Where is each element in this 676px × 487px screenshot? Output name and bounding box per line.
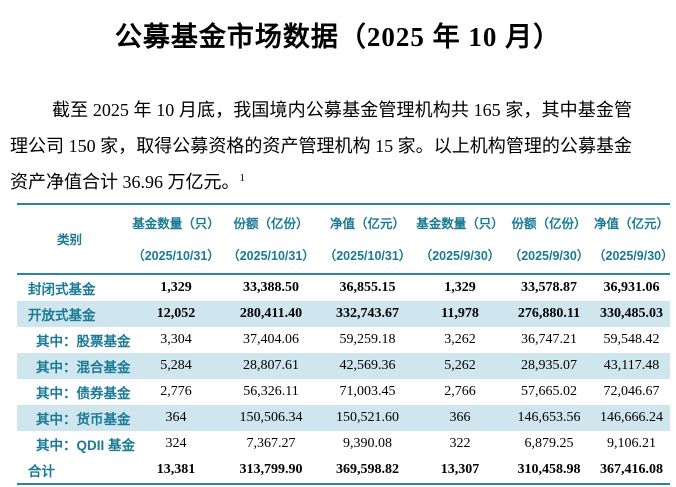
cell-value: 276,880.11	[517, 306, 581, 321]
table-row-qdii-funds: 其中：QDII 基金 324 7,367.27 9,390.08 322 6,8…	[17, 431, 670, 457]
column-header-category: 类别	[17, 204, 130, 274]
table-row-closed-end: 封闭式基金 1,329 33,388.50 36,855.15 1,329 33…	[17, 274, 670, 301]
cell-value: 367,416.08	[600, 462, 663, 477]
column-label: 净值（亿元）	[593, 217, 669, 231]
cell-value: 280,411.40	[239, 306, 303, 321]
table-body: 封闭式基金 1,329 33,388.50 36,855.15 1,329 33…	[17, 274, 670, 484]
cell-value: 310,458.98	[517, 462, 581, 477]
cell-value: 7,367.27	[246, 436, 296, 451]
cell-value: 36,747.21	[521, 332, 577, 347]
intro-text: 截至 2025 年 10 月底，我国境内公募基金管理机构共 165 家，其中基金…	[10, 100, 632, 192]
cell-value: 42,569.36	[339, 358, 396, 373]
cell-value: 150,506.34	[239, 410, 303, 425]
cell-value: 72,046.67	[603, 384, 660, 399]
cell-value: 36,931.06	[603, 280, 660, 295]
cell-value: 146,666.24	[600, 410, 663, 425]
intro-paragraph: 截至 2025 年 10 月底，我国境内公募基金管理机构共 165 家，其中基金…	[10, 92, 632, 200]
table-row-stock-funds: 其中：股票基金 3,304 37,404.06 59,259.18 3,262 …	[17, 327, 670, 353]
column-label: 类别	[57, 233, 83, 247]
column-label: 基金数量（只）	[132, 217, 220, 231]
cell-value: 9,106.21	[607, 436, 656, 451]
cell-value: 5,262	[444, 358, 476, 373]
cell-value: 11,978	[441, 306, 479, 321]
column-header-count-oct: 基金数量（只） （2025/10/31）	[130, 204, 222, 274]
column-date: （2025/10/31）	[227, 249, 315, 263]
column-label: 基金数量（只）	[416, 217, 504, 231]
cell-value: 1,329	[160, 280, 192, 295]
column-label: 份额（亿份）	[233, 217, 309, 231]
cell-value: 150,521.60	[336, 410, 399, 425]
row-label: 其中：QDII 基金	[36, 438, 136, 453]
cell-value: 5,284	[160, 358, 192, 373]
cell-value: 36,855.15	[339, 280, 396, 295]
column-header-nav-oct: 净值（亿元） （2025/10/31）	[320, 204, 415, 274]
cell-value: 13,307	[440, 462, 480, 477]
column-header-shares-sep: 份额（亿份） （2025/9/30）	[505, 204, 593, 274]
table-row-bond-funds: 其中：债券基金 2,776 56,326.11 71,003.45 2,766 …	[17, 379, 670, 405]
row-label: 其中：混合基金	[36, 360, 131, 375]
column-date: （2025/9/30）	[593, 249, 674, 263]
cell-value: 2,766	[444, 384, 476, 399]
cell-value: 59,259.18	[339, 332, 396, 347]
column-date: （2025/9/30）	[508, 249, 590, 263]
column-header-shares-oct: 份额（亿份） （2025/10/31）	[222, 204, 320, 274]
cell-value: 369,598.82	[336, 462, 399, 477]
cell-value: 56,326.11	[243, 384, 299, 399]
cell-value: 146,653.56	[517, 410, 581, 425]
cell-value: 28,807.61	[243, 358, 299, 373]
cell-value: 57,665.02	[521, 384, 577, 399]
fund-data-table: 类别 基金数量（只） （2025/10/31） 份额（亿份） （2025/10/…	[17, 203, 674, 485]
column-header-count-sep: 基金数量（只） （2025/9/30）	[415, 204, 505, 274]
cell-value: 3,304	[160, 332, 192, 347]
row-label: 合计	[28, 464, 55, 479]
column-label: 份额（亿份）	[511, 217, 587, 231]
cell-value: 33,578.87	[521, 280, 577, 295]
cell-value: 37,404.06	[243, 332, 299, 347]
row-label: 其中：货币基金	[36, 412, 131, 427]
row-label: 其中：股票基金	[36, 334, 131, 349]
cell-value: 59,548.42	[603, 332, 660, 347]
table-row-hybrid-funds: 其中：混合基金 5,284 28,807.61 42,569.36 5,262 …	[17, 353, 670, 379]
table-row-money-market-funds: 其中：货币基金 364 150,506.34 150,521.60 366 14…	[17, 405, 670, 431]
row-label: 其中：债券基金	[36, 386, 131, 401]
column-date: （2025/10/31）	[132, 249, 220, 263]
cell-value: 28,935.07	[521, 358, 577, 373]
column-date: （2025/9/30）	[419, 249, 501, 263]
cell-value: 71,003.45	[339, 384, 396, 399]
cell-value: 13,381	[156, 462, 196, 477]
column-date: （2025/10/31）	[323, 249, 412, 263]
page-title: 公募基金市场数据（2025 年 10 月）	[114, 22, 562, 52]
cell-value: 2,776	[160, 384, 192, 399]
table-row-total: 合计 13,381 313,799.90 369,598.82 13,307 3…	[17, 457, 670, 484]
cell-value: 313,799.90	[239, 462, 303, 477]
cell-value: 12,052	[156, 306, 196, 321]
header-row: 类别 基金数量（只） （2025/10/31） 份额（亿份） （2025/10/…	[17, 204, 674, 274]
footnote-marker: 1	[239, 172, 246, 184]
cell-value: 332,743.67	[336, 306, 399, 321]
cell-value: 364	[165, 410, 187, 425]
row-label: 开放式基金	[28, 308, 96, 323]
cell-value: 33,388.50	[243, 280, 299, 295]
cell-value: 43,117.48	[603, 358, 660, 373]
cell-value: 366	[449, 410, 471, 425]
column-header-nav-sep: 净值（亿元） （2025/9/30）	[593, 204, 674, 274]
cell-value: 324	[165, 436, 187, 451]
cell-value: 9,390.08	[343, 436, 392, 451]
cell-value: 3,262	[444, 332, 476, 347]
cell-value: 322	[449, 436, 471, 451]
cell-value: 330,485.03	[600, 306, 663, 321]
cell-value: 1,329	[444, 280, 476, 295]
table-header: 类别 基金数量（只） （2025/10/31） 份额（亿份） （2025/10/…	[17, 204, 674, 274]
cell-value: 6,879.25	[524, 436, 574, 451]
table-row-open-end: 开放式基金 12,052 280,411.40 332,743.67 11,97…	[17, 301, 670, 327]
column-label: 净值（亿元）	[329, 217, 405, 231]
row-label: 封闭式基金	[28, 282, 96, 297]
